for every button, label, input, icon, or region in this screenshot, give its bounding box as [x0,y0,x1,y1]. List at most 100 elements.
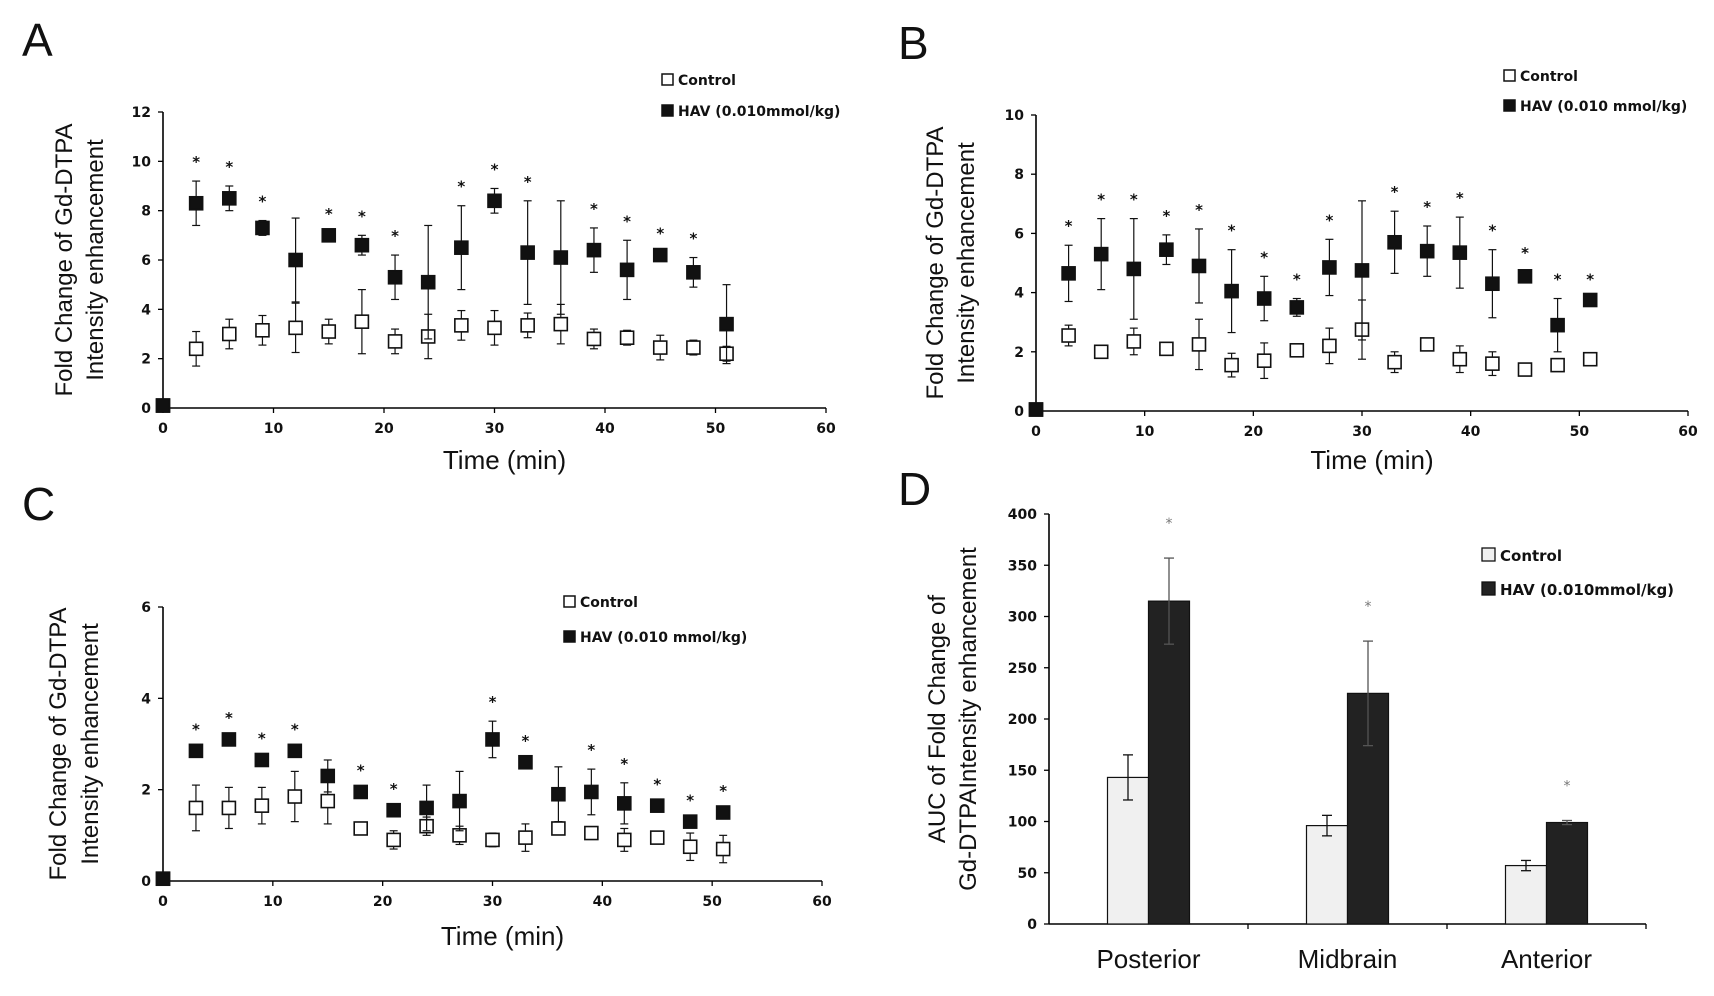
significance-star: * [653,775,661,793]
legend-swatch-control [563,595,576,608]
x-tick-label: 20 [1244,424,1264,440]
significance-star: * [656,225,664,243]
data-point-hav [719,316,734,332]
data-point-hav [254,752,270,768]
x-tick-label: 50 [702,894,722,910]
y-tick-label: 0 [1027,917,1037,933]
data-point-control [320,793,336,809]
data-point-hav [353,784,369,800]
x-tick-label: 0 [158,421,168,437]
y-axis-title-line: Intensity enhancement [953,142,980,384]
data-point-control [287,789,303,804]
y-tick-label: 300 [1008,610,1037,626]
legend-swatch-hav [1503,99,1516,112]
y-tick-label: 2 [1014,345,1024,361]
panel-a: A 0 2 4 6 8 10 12 0 10 20 30 40 50 60 Time (min) Fold Ch… [22,14,840,475]
panel-letter: D [898,463,931,515]
x-tick-label: 10 [1135,424,1155,440]
x-tick-label: 30 [485,421,505,437]
y-tick-label: 10 [1005,108,1025,124]
legend-swatch-control [661,73,674,86]
data-point-control [353,821,369,836]
data-point-control [254,798,270,813]
data-point-hav [420,274,436,290]
y-tick-label: 0 [141,874,151,890]
significance-star: * [258,730,266,748]
data-point-control [1061,328,1076,343]
panel-letter: C [22,478,55,530]
data-point-hav [553,250,569,265]
x-tick-label: 10 [264,421,284,437]
data-point-hav [255,220,270,236]
data-point-hav [288,252,303,268]
data-point-control [485,832,500,848]
y-axis-title-line: Fold Change of Gd-DTPA [922,126,949,399]
data-point-control [222,326,237,342]
data-point-control [188,800,204,816]
bar-control [1106,776,1150,925]
y-axis-title-line: Intensity enhancement [77,623,104,865]
y-tick-label: 4 [141,691,151,707]
significance-star: * [1586,271,1594,289]
data-point-hav [1028,402,1044,417]
data-point-control [1485,356,1500,371]
y-tick-label: 50 [1018,866,1038,882]
data-point-hav [354,237,370,253]
x-tick-label: 20 [373,894,393,910]
panel-b: B 0 2 4 6 8 10 0 10 20 30 40 50 60 Time (min) Fold Chan… [898,17,1698,475]
data-point-control [652,340,668,355]
bar-hav [1545,821,1589,925]
legend-label: HAV (0.010 mmol/kg) [580,630,747,646]
data-point-control [1289,343,1305,358]
y-tick-label: 6 [141,253,151,269]
data-point-hav [1550,317,1565,333]
y-tick-label: 250 [1008,661,1037,677]
y-tick-label: 0 [1014,404,1024,420]
legend-label: Control [1500,547,1562,565]
significance-star: * [689,230,697,248]
data-point-hav [454,240,469,255]
y-tick-label: 12 [132,105,151,121]
data-point-control [1093,344,1109,360]
significance-star: * [1488,222,1496,240]
y-axis-title-line: AUC of Fold Change of [924,595,951,843]
significance-star: * [1260,248,1268,266]
x-tick-label: 0 [1031,424,1041,440]
data-point-control [1322,338,1337,354]
y-tick-label: 2 [141,352,151,368]
bar-control [1305,824,1349,925]
significance-star: * [259,193,267,211]
data-point-control [1191,337,1207,352]
y-tick-label: 150 [1008,763,1037,779]
legend-label: Control [580,595,638,611]
data-point-hav [188,743,204,759]
y-tick-label: 400 [1008,507,1037,523]
significance-star: * [390,780,398,798]
x-axis-title: Time (min) [1310,445,1433,475]
y-tick-label: 4 [141,302,151,318]
significance-star: * [1391,183,1399,201]
category-label: Anterior [1501,944,1592,974]
y-tick-label: 100 [1008,815,1037,831]
x-tick-label: 50 [1570,424,1590,440]
significance-star: * [1521,244,1529,262]
data-point-hav [222,191,237,206]
data-point-hav [1191,258,1207,274]
significance-star: * [1365,599,1372,615]
data-point-hav [686,265,701,280]
significance-star: * [192,721,200,739]
data-point-control [551,821,566,836]
legend-label: Control [1520,69,1578,85]
significance-star: * [457,178,465,196]
significance-star: * [1166,516,1173,532]
data-point-control [1419,337,1435,352]
data-point-hav [321,228,337,243]
data-point-hav [1582,292,1598,308]
data-point-hav [586,242,602,258]
data-point-hav [155,871,171,887]
significance-star: * [587,741,595,759]
data-point-hav [649,798,665,813]
series-hav [155,720,731,887]
data-point-hav [682,814,698,829]
data-point-hav [1061,266,1076,281]
